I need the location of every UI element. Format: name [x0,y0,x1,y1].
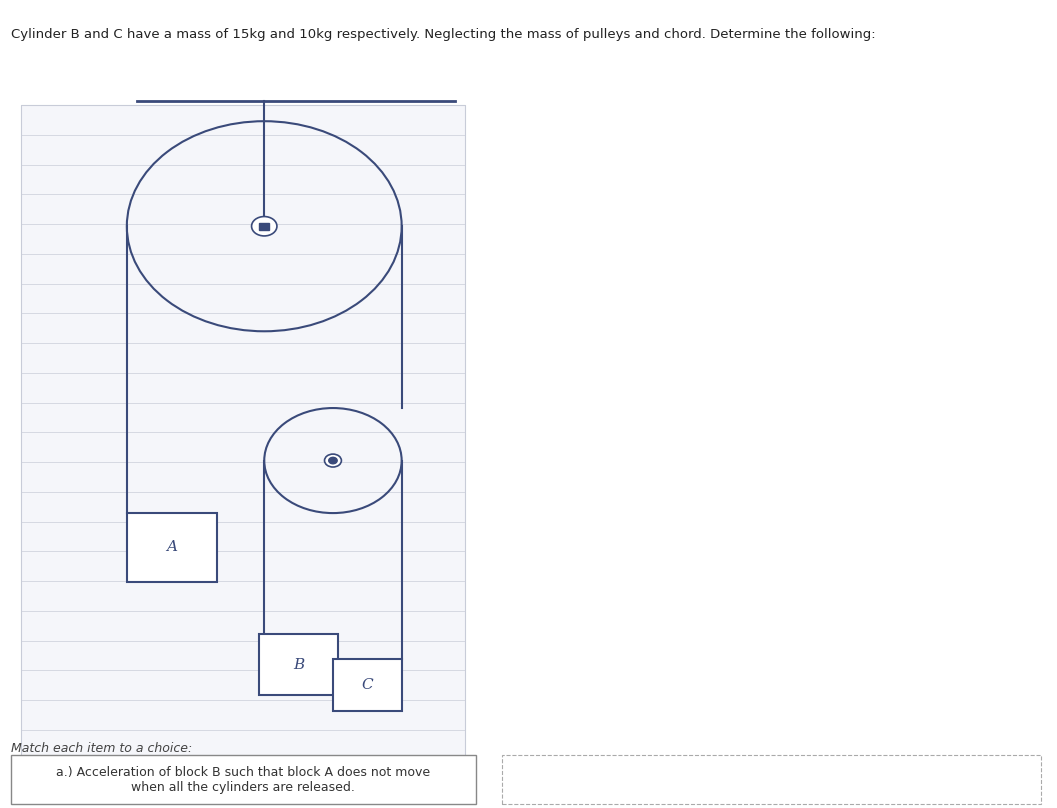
Circle shape [252,217,277,236]
Text: A: A [166,541,178,554]
Text: C: C [361,678,373,692]
Bar [127,513,217,582]
Text: Match each item to a choice:: Match each item to a choice: [11,743,191,755]
Bar [259,634,338,695]
Text: a.) Acceleration of block B such that block A does not move
when all the cylinde: a.) Acceleration of block B such that bl… [56,766,430,793]
Bar [260,222,268,229]
Bar [21,105,465,760]
Text: B: B [293,658,304,671]
Text: Cylinder B and C have a mass of 15kg and 10kg respectively. Neglecting the mass : Cylinder B and C have a mass of 15kg and… [11,28,875,41]
Bar [11,755,476,804]
Bar [333,659,402,711]
Circle shape [329,457,337,464]
Bar [502,755,1041,804]
Circle shape [324,454,341,467]
